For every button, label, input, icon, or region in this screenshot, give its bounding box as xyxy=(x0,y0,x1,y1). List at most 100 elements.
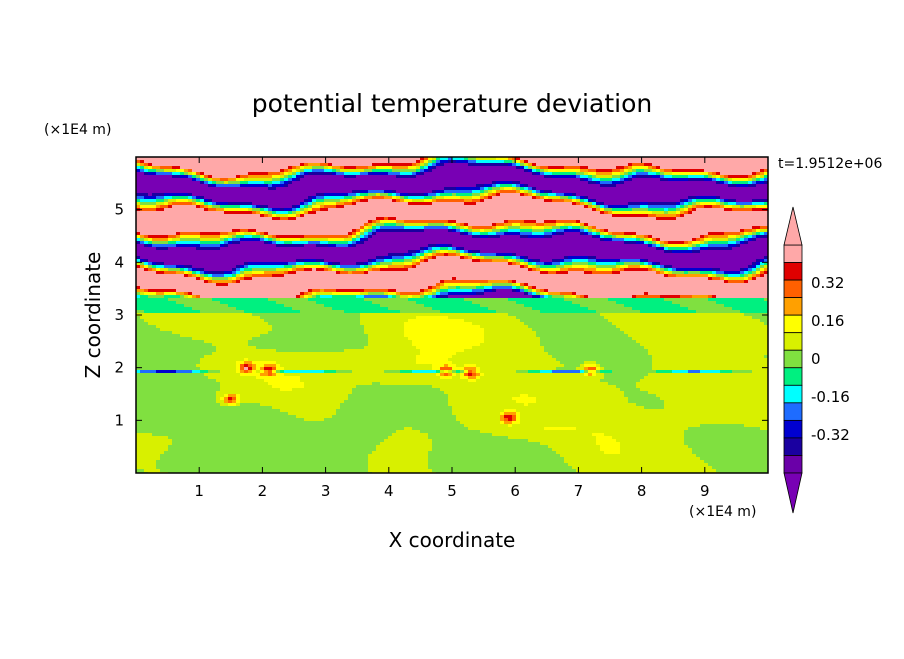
contour-cell xyxy=(220,244,225,248)
contour-cell xyxy=(600,181,613,185)
contour-cell xyxy=(272,325,365,329)
contour-cell xyxy=(188,292,193,296)
contour-cell xyxy=(444,196,461,200)
contour-cell xyxy=(632,208,649,212)
contour-cell xyxy=(452,373,457,377)
contour-cell xyxy=(596,208,601,212)
contour-cell xyxy=(760,175,765,179)
contour-cell xyxy=(376,193,381,197)
contour-cell xyxy=(280,178,285,182)
contour-cell xyxy=(764,256,768,260)
contour-cell xyxy=(284,373,437,377)
contour-cell xyxy=(444,280,489,284)
contour-cell xyxy=(368,457,429,461)
contour-cell xyxy=(232,238,241,242)
contour-cell xyxy=(544,220,557,224)
contour-cell xyxy=(556,271,569,275)
contour-cell xyxy=(384,223,397,227)
contour-cell xyxy=(668,208,677,212)
contour-cell xyxy=(636,340,768,344)
contour-cell xyxy=(500,190,517,194)
contour-cell xyxy=(708,298,765,302)
contour-cell xyxy=(524,160,529,164)
contour-cell xyxy=(668,244,689,248)
contour-cell xyxy=(728,277,745,281)
contour-cell xyxy=(508,418,513,422)
contour-cell xyxy=(448,373,453,377)
contour-cell xyxy=(352,190,361,194)
contour-cell xyxy=(524,262,529,266)
contour-cell xyxy=(440,373,445,377)
contour-cell xyxy=(176,265,185,269)
contour-cell xyxy=(544,235,553,239)
contour-cell xyxy=(664,175,673,179)
contour-cell xyxy=(196,199,201,203)
contour-cell xyxy=(168,199,177,203)
contour-cell xyxy=(264,364,277,368)
contour-cell xyxy=(712,466,768,470)
contour-cell xyxy=(576,427,689,431)
contour-cell xyxy=(200,202,205,206)
contour-cell xyxy=(136,442,173,446)
x-tick-label: 1 xyxy=(194,482,204,500)
contour-cell xyxy=(240,370,245,374)
contour-cell xyxy=(652,163,768,167)
x-tick-label: 9 xyxy=(700,482,710,500)
contour-cell xyxy=(348,244,353,248)
contour-cell xyxy=(512,415,517,419)
contour-cell xyxy=(244,364,249,368)
contour-cell xyxy=(432,160,437,164)
contour-cell xyxy=(156,196,165,200)
colorbar-swatch xyxy=(783,279,803,299)
contour-cell xyxy=(368,271,541,275)
contour-cell xyxy=(244,274,253,278)
contour-cell xyxy=(740,232,745,236)
contour-cell xyxy=(336,202,345,206)
contour-cell xyxy=(436,373,441,377)
contour-cell xyxy=(220,385,273,389)
contour-cell xyxy=(448,157,453,161)
contour-cell xyxy=(516,160,521,164)
contour-cell xyxy=(632,175,637,179)
contour-cell xyxy=(752,277,757,281)
contour-cell xyxy=(764,202,768,206)
contour-cell xyxy=(144,469,161,473)
contour-cell xyxy=(656,394,768,398)
contour-cell xyxy=(764,271,768,275)
contour-cell xyxy=(608,211,613,215)
contour-cell xyxy=(540,289,545,293)
contour-cell xyxy=(480,190,485,194)
contour-cell xyxy=(744,268,749,272)
contour-cell xyxy=(716,175,721,179)
contour-cell xyxy=(196,196,201,200)
contour-cell xyxy=(196,274,201,278)
contour-cell xyxy=(712,178,717,182)
contour-cell xyxy=(476,367,481,371)
contour-cell xyxy=(240,205,253,209)
contour-cell xyxy=(328,241,349,245)
contour-cell xyxy=(136,466,157,470)
contour-cell xyxy=(520,415,768,419)
time-label: t=1.9512e+06 xyxy=(778,156,882,172)
contour-cell xyxy=(428,259,473,263)
contour-cell xyxy=(460,226,465,230)
contour-cell xyxy=(600,235,605,239)
contour-cell xyxy=(500,235,521,239)
contour-cell xyxy=(420,430,481,434)
contour-cell xyxy=(528,259,533,263)
contour-cell xyxy=(748,238,753,242)
contour-cell xyxy=(292,205,297,209)
contour-cell xyxy=(436,295,441,299)
contour-cell xyxy=(524,220,537,224)
contour-cell xyxy=(384,196,393,200)
contour-cell xyxy=(588,202,593,206)
contour-cell xyxy=(672,370,689,374)
contour-cell xyxy=(388,436,429,440)
contour-cell xyxy=(404,223,429,227)
contour-cell xyxy=(364,169,373,173)
contour-cell xyxy=(252,235,261,239)
contour-cell xyxy=(628,163,633,167)
contour-cell xyxy=(576,220,581,224)
contour-cell xyxy=(436,256,461,260)
contour-cell xyxy=(492,181,497,185)
